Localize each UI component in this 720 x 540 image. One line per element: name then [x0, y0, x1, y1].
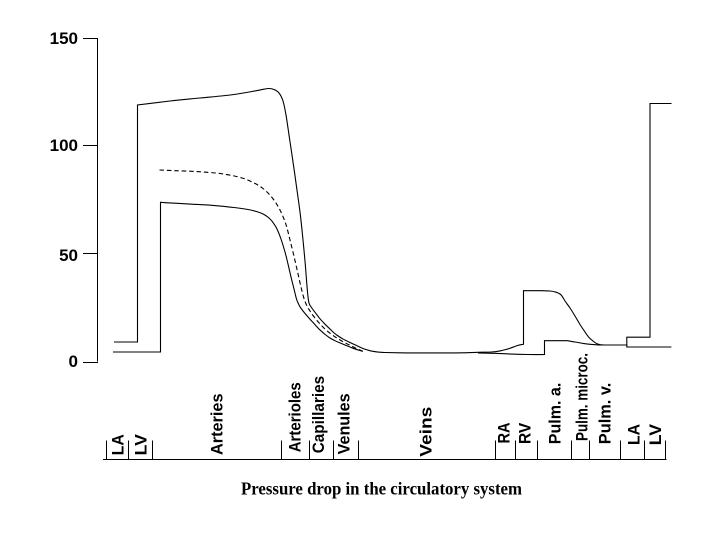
svg-text:150: 150	[50, 29, 78, 48]
svg-text:Pulm. a.: Pulm. a.	[546, 383, 565, 445]
svg-text:0: 0	[69, 352, 78, 371]
svg-text:50: 50	[59, 246, 78, 265]
svg-text:Veins: Veins	[417, 407, 436, 457]
svg-text:Arterioles: Arterioles	[286, 382, 305, 452]
svg-text:Arteries: Arteries	[208, 394, 227, 456]
svg-text:Pulm. v.: Pulm. v.	[596, 383, 615, 445]
svg-text:LV: LV	[131, 433, 150, 455]
svg-text:Venules: Venules	[335, 393, 354, 454]
svg-text:RA: RA	[495, 423, 514, 444]
svg-text:RV: RV	[516, 422, 535, 444]
svg-text:Capillaries: Capillaries	[309, 376, 328, 454]
svg-text:LA: LA	[108, 434, 127, 455]
svg-text:LV: LV	[646, 423, 665, 445]
svg-text:LA: LA	[624, 424, 643, 445]
svg-text:Pulm. microc.: Pulm. microc.	[573, 353, 592, 441]
svg-text:Pressure drop in the circulato: Pressure drop in the circulatory system	[241, 479, 522, 499]
svg-text:100: 100	[50, 136, 78, 155]
